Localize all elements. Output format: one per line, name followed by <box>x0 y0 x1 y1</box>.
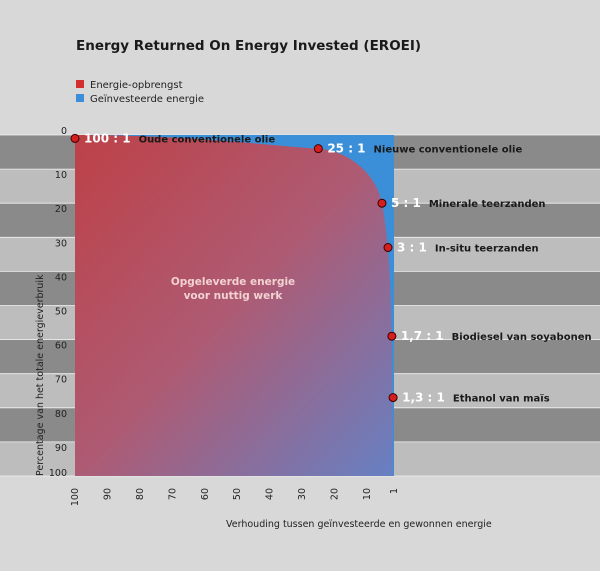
x-tick-90: 90 <box>102 488 113 500</box>
point-label-4: Biodiesel van soyabonen <box>452 332 592 343</box>
x-tick-30: 30 <box>297 488 308 500</box>
y-axis-ticks: 0 10 20 30 40 50 60 70 80 90 100 <box>49 126 67 479</box>
point-marker-1 <box>313 144 323 154</box>
y-tick-0: 0 <box>61 126 67 137</box>
point-ratio-1: 25 : 1 <box>327 142 365 156</box>
point-marker-0 <box>70 133 80 143</box>
point-label-5: Ethanol van maïs <box>453 394 550 405</box>
x-tick-100: 100 <box>70 488 81 506</box>
point-marker-3 <box>383 243 393 253</box>
y-tick-10: 10 <box>55 170 67 181</box>
x-tick-80: 80 <box>135 488 146 500</box>
y-tick-30: 30 <box>55 238 67 249</box>
point-ratio-3: 3 : 1 <box>397 241 427 255</box>
x-axis-label: Verhouding tussen geïnvesteerde en gewon… <box>226 519 492 530</box>
x-tick-10: 10 <box>362 488 373 500</box>
legend-swatch-output <box>76 80 84 88</box>
area-label-line-2: voor nuttig werk <box>184 290 284 302</box>
y-axis-label: Percentage van het totale energieverbrui… <box>35 274 46 476</box>
x-tick-1: 1 <box>389 488 400 494</box>
x-tick-60: 60 <box>200 488 211 500</box>
y-tick-50: 50 <box>55 307 67 318</box>
y-tick-80: 80 <box>55 409 67 420</box>
y-tick-90: 90 <box>55 443 67 454</box>
x-axis-ticks: 100 90 80 70 60 50 40 30 20 10 1 <box>70 488 400 506</box>
point-ratio-5: 1,3 : 1 <box>402 391 445 405</box>
output-energy-area <box>75 135 394 476</box>
area-label-line-1: Opgeleverde energie <box>171 276 295 288</box>
point-label-1: Nieuwe conventionele olie <box>374 145 523 156</box>
y-tick-40: 40 <box>55 272 67 283</box>
y-tick-60: 60 <box>55 341 67 352</box>
chart-title: Energy Returned On Energy Invested (EROE… <box>76 38 421 54</box>
point-marker-5 <box>388 393 398 403</box>
y-tick-70: 70 <box>55 375 67 386</box>
point-marker-4 <box>387 331 397 341</box>
x-tick-70: 70 <box>167 488 178 500</box>
point-ratio-0: 100 : 1 <box>84 131 131 145</box>
point-ratio-2: 5 : 1 <box>391 196 421 210</box>
point-ratio-4: 1,7 : 1 <box>401 329 444 343</box>
legend: Energie-opbrengst Geïnvesteerde energie <box>76 80 204 105</box>
point-marker-2 <box>377 198 387 208</box>
data-points: 100 : 1 Oude conventionele olie 25 : 1 Nieu… <box>70 131 592 405</box>
x-tick-40: 40 <box>265 488 276 500</box>
point-label-2: Minerale teerzanden <box>429 199 546 210</box>
point-label-3: In-situ teerzanden <box>435 244 539 255</box>
x-tick-50: 50 <box>232 488 243 500</box>
y-tick-20: 20 <box>55 204 67 215</box>
legend-label-invested: Geïnvesteerde energie <box>90 94 204 105</box>
legend-label-output: Energie-opbrengst <box>90 80 183 91</box>
x-tick-20: 20 <box>330 488 341 500</box>
legend-swatch-invested <box>76 94 84 102</box>
y-tick-100: 100 <box>49 468 67 479</box>
point-label-0: Oude conventionele olie <box>139 134 276 145</box>
